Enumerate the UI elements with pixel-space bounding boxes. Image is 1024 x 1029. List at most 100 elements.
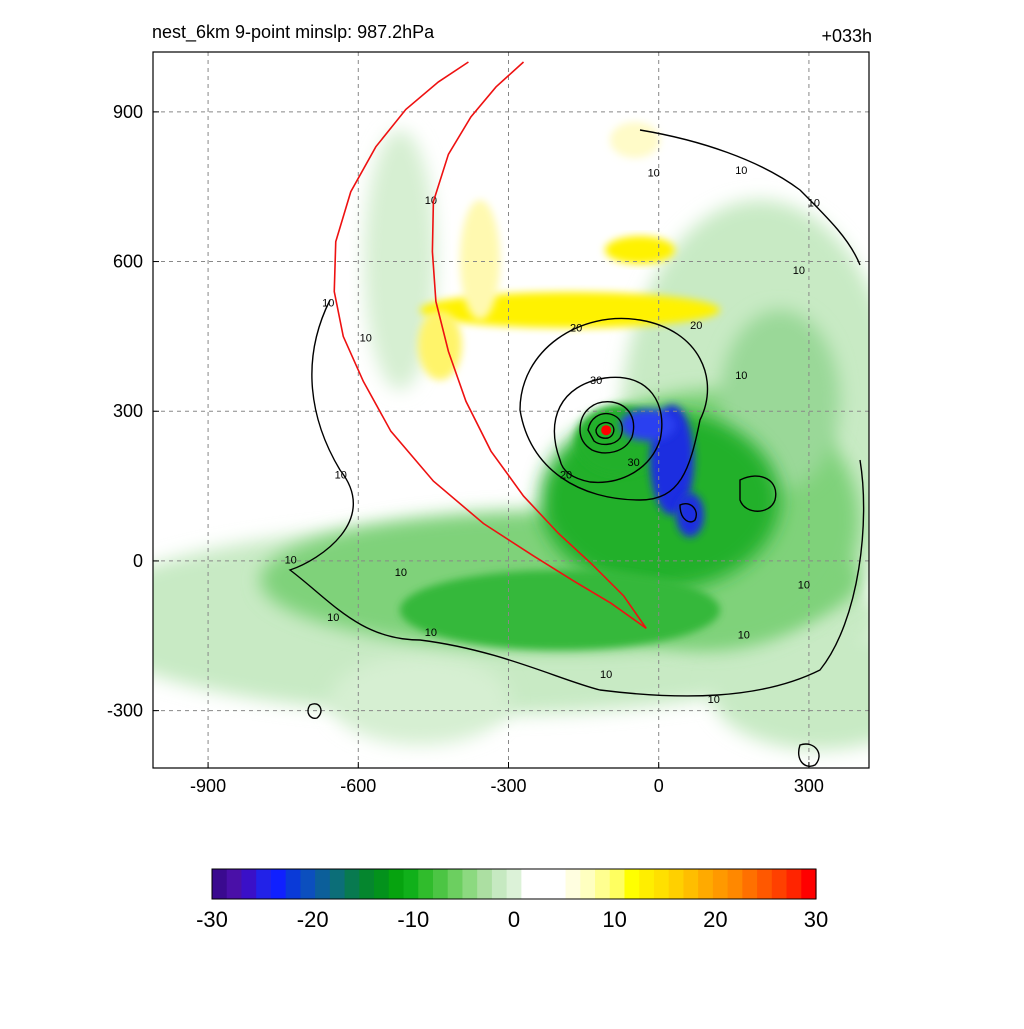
colorbar-swatch: [506, 869, 522, 899]
shaded-field: [153, 122, 869, 750]
contour-label: 10: [425, 627, 437, 639]
colorbar-swatch: [536, 869, 552, 899]
contour-label: 20: [690, 320, 702, 332]
colorbar-swatch: [462, 869, 478, 899]
x-tick-label: 300: [794, 776, 824, 796]
colorbar-swatch: [712, 869, 729, 899]
colorbar-swatch: [418, 869, 434, 899]
field-patch: [364, 130, 436, 390]
contour-line: [579, 401, 635, 454]
colorbar-frame: [211, 868, 817, 900]
contour-line: [307, 703, 322, 719]
contour-label: 10: [600, 669, 612, 681]
colorbar-swatch: [653, 869, 670, 899]
colorbar-tick-label: 0: [508, 907, 520, 932]
track-line-outer: [333, 61, 647, 629]
colorbar-swatch: [683, 869, 699, 899]
field-patch: [460, 200, 500, 320]
colorbar-swatch: [757, 869, 773, 899]
colorbar-swatch: [771, 869, 788, 899]
y-tick-label: -300: [107, 701, 143, 721]
contour-label: 10: [285, 554, 297, 566]
colorbar-swatch: [550, 869, 567, 899]
chart-title: nest_6km 9-point minslp: 987.2hPa: [152, 22, 435, 42]
contour-label: 10: [798, 579, 810, 591]
contour-line: [519, 317, 709, 501]
y-tick-label: 300: [113, 401, 143, 421]
contour-line: [798, 743, 820, 767]
contour-line: [739, 475, 777, 512]
colorbar-swatch: [727, 869, 743, 899]
field-patch: [676, 493, 704, 537]
colorbar-swatch: [521, 869, 537, 899]
plot-frame: [152, 51, 870, 769]
contour-label: 10: [648, 168, 660, 180]
contour-label: 10: [360, 332, 372, 344]
colorbar-swatch: [226, 869, 243, 899]
colorbar-swatch: [285, 869, 301, 899]
y-tick-label: 0: [133, 551, 143, 571]
colorbar-swatch: [359, 869, 375, 899]
colorbar-swatch: [212, 869, 228, 899]
colorbar-swatch: [639, 869, 655, 899]
field-patch: [418, 310, 462, 380]
colorbar-swatch: [580, 869, 596, 899]
field-patch: [610, 122, 660, 158]
colorbar-swatch: [698, 869, 714, 899]
colorbar-swatch: [595, 869, 611, 899]
x-tick-label: -300: [490, 776, 526, 796]
contour-line: [595, 421, 615, 439]
colorbar-tick-label: -10: [397, 907, 429, 932]
colorbar-tick-label: -20: [297, 907, 329, 932]
colorbar-swatch: [270, 869, 287, 899]
x-tick-label: 0: [654, 776, 664, 796]
colorbar-swatch: [609, 869, 626, 899]
contour-label: 10: [327, 612, 339, 624]
x-tick-label: -600: [340, 776, 376, 796]
contour-label: 30: [590, 375, 602, 387]
contour-label: 10: [735, 370, 747, 382]
contour-label: 10: [322, 297, 334, 309]
field-patch: [420, 292, 720, 328]
contour-line: [679, 503, 697, 523]
forecast-hour-label: +033h: [821, 26, 872, 46]
colorbar-tick-label: -30: [196, 907, 228, 932]
contour-label: 10: [738, 629, 750, 641]
track-line-inner: [431, 61, 647, 629]
colorbar-swatch: [624, 869, 640, 899]
tick-labels: -900 -600 -300 0 300 900 600 300 0 -300: [107, 102, 824, 796]
colorbar-swatch: [565, 869, 581, 899]
y-tick-label: 900: [113, 102, 143, 122]
colorbar-swatch: [786, 869, 802, 899]
contour-line: [587, 412, 623, 446]
track-lines: [333, 61, 647, 629]
contour-line: [639, 129, 861, 266]
field-patch: [605, 236, 675, 264]
contour-label: 30: [628, 457, 640, 469]
y-tick-label: 600: [113, 252, 143, 272]
contour-label: 10: [793, 265, 805, 277]
contour-line: [553, 376, 663, 484]
field-patch: [710, 630, 869, 750]
colorbar-swatch: [388, 869, 405, 899]
field-patch: [620, 409, 676, 441]
colorbar-swatch: [329, 869, 346, 899]
colorbar-tick-label: 30: [804, 907, 828, 932]
contour-label: 10: [808, 198, 820, 210]
contour-label: 10: [708, 694, 720, 706]
contour-label: 20: [570, 322, 582, 334]
contour-line: [288, 299, 865, 697]
colorbar-swatch: [403, 869, 419, 899]
contour-label: 10: [395, 567, 407, 579]
colorbar-swatch: [241, 869, 257, 899]
colorbar-swatch: [315, 869, 331, 899]
colorbar-swatch: [801, 869, 817, 899]
colorbar-tick-label: 10: [602, 907, 626, 932]
colorbar-tick-label: 20: [703, 907, 727, 932]
contour-label: 10: [735, 165, 747, 177]
colorbar: -30 -20 -10 0 10 20 30: [196, 868, 828, 932]
colorbar-swatch: [742, 869, 758, 899]
